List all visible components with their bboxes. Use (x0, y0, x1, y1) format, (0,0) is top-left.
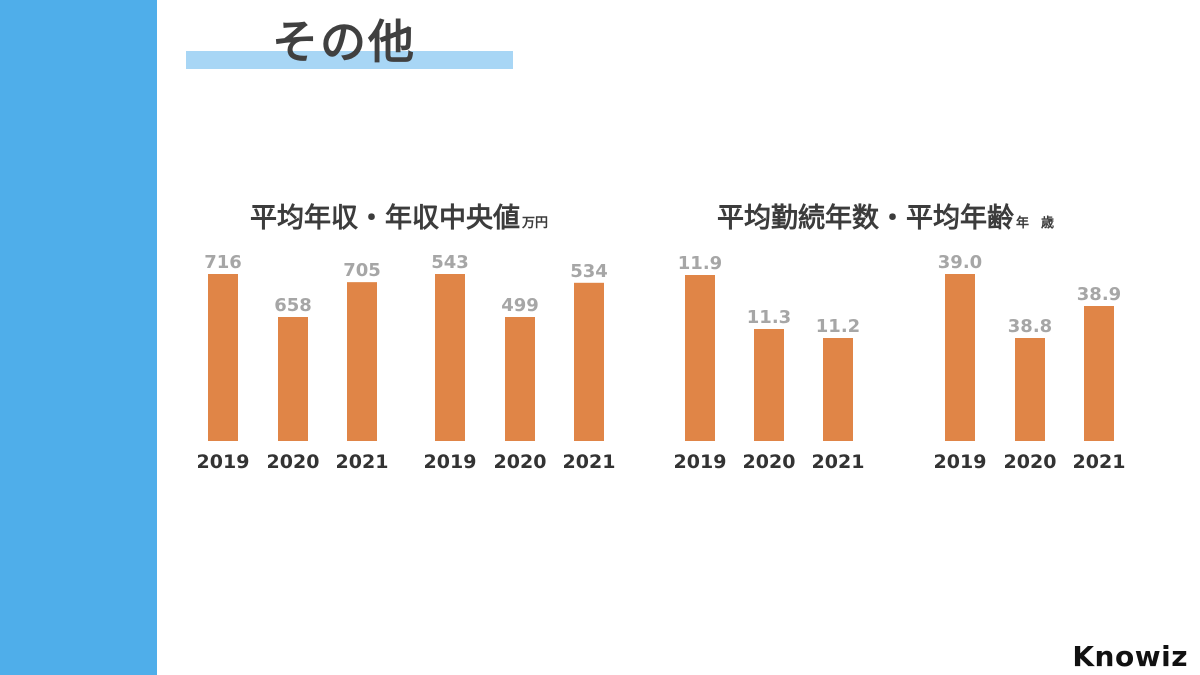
category-label: 2021 (336, 451, 389, 473)
value-label: 543 (431, 252, 469, 273)
bar-3-2019 (945, 274, 975, 441)
section-title-income-text: 平均年収・年収中央値 (250, 203, 520, 234)
category-label: 2020 (743, 451, 796, 473)
page-title: その他 (272, 15, 416, 69)
value-label: 39.0 (938, 252, 982, 273)
section-title-tenure-age-text: 平均勤続年数・平均年齢 (717, 203, 1014, 234)
category-label: 2021 (563, 451, 616, 473)
title-underline (186, 51, 513, 69)
value-label: 11.9 (678, 253, 722, 274)
unit-label-tenure: 年 (1016, 216, 1030, 231)
bar-1-2019 (435, 274, 465, 441)
bar-0-2021 (347, 282, 377, 441)
category-label: 2019 (674, 451, 727, 473)
brand-logo: Knowiz (1072, 640, 1188, 673)
category-label: 2019 (934, 451, 987, 473)
value-label: 534 (570, 261, 608, 282)
category-label: 2020 (494, 451, 547, 473)
bar-0-2020 (278, 317, 308, 441)
category-label: 2019 (197, 451, 250, 473)
bar-0-2019 (208, 274, 238, 441)
value-label: 11.2 (816, 316, 860, 337)
bar-2-2019 (685, 275, 715, 441)
unit-label-income: 万円 (522, 216, 549, 231)
value-label: 38.9 (1077, 284, 1121, 305)
category-label: 2020 (267, 451, 320, 473)
category-label: 2021 (1073, 451, 1126, 473)
section-title-tenure-age: 平均勤続年数・平均年齢年歳 (717, 201, 1054, 242)
bar-1-2020 (505, 317, 535, 441)
bar-3-2020 (1015, 338, 1045, 441)
value-label: 11.3 (747, 307, 791, 328)
bar-3-2021 (1084, 306, 1114, 441)
bar-2-2020 (754, 329, 784, 441)
category-label: 2019 (424, 451, 477, 473)
value-label: 499 (501, 295, 539, 316)
value-label: 38.8 (1008, 316, 1052, 337)
value-label: 716 (204, 252, 242, 273)
unit-label-age: 歳 (1041, 216, 1055, 231)
side-accent-bar (0, 0, 157, 675)
category-label: 2021 (812, 451, 865, 473)
bar-2-2021 (823, 338, 853, 441)
value-label: 658 (274, 295, 312, 316)
value-label: 705 (343, 260, 381, 281)
section-title-income: 平均年収・年収中央値 万円 (250, 201, 548, 242)
bar-1-2021 (574, 282, 604, 441)
category-label: 2020 (1004, 451, 1057, 473)
